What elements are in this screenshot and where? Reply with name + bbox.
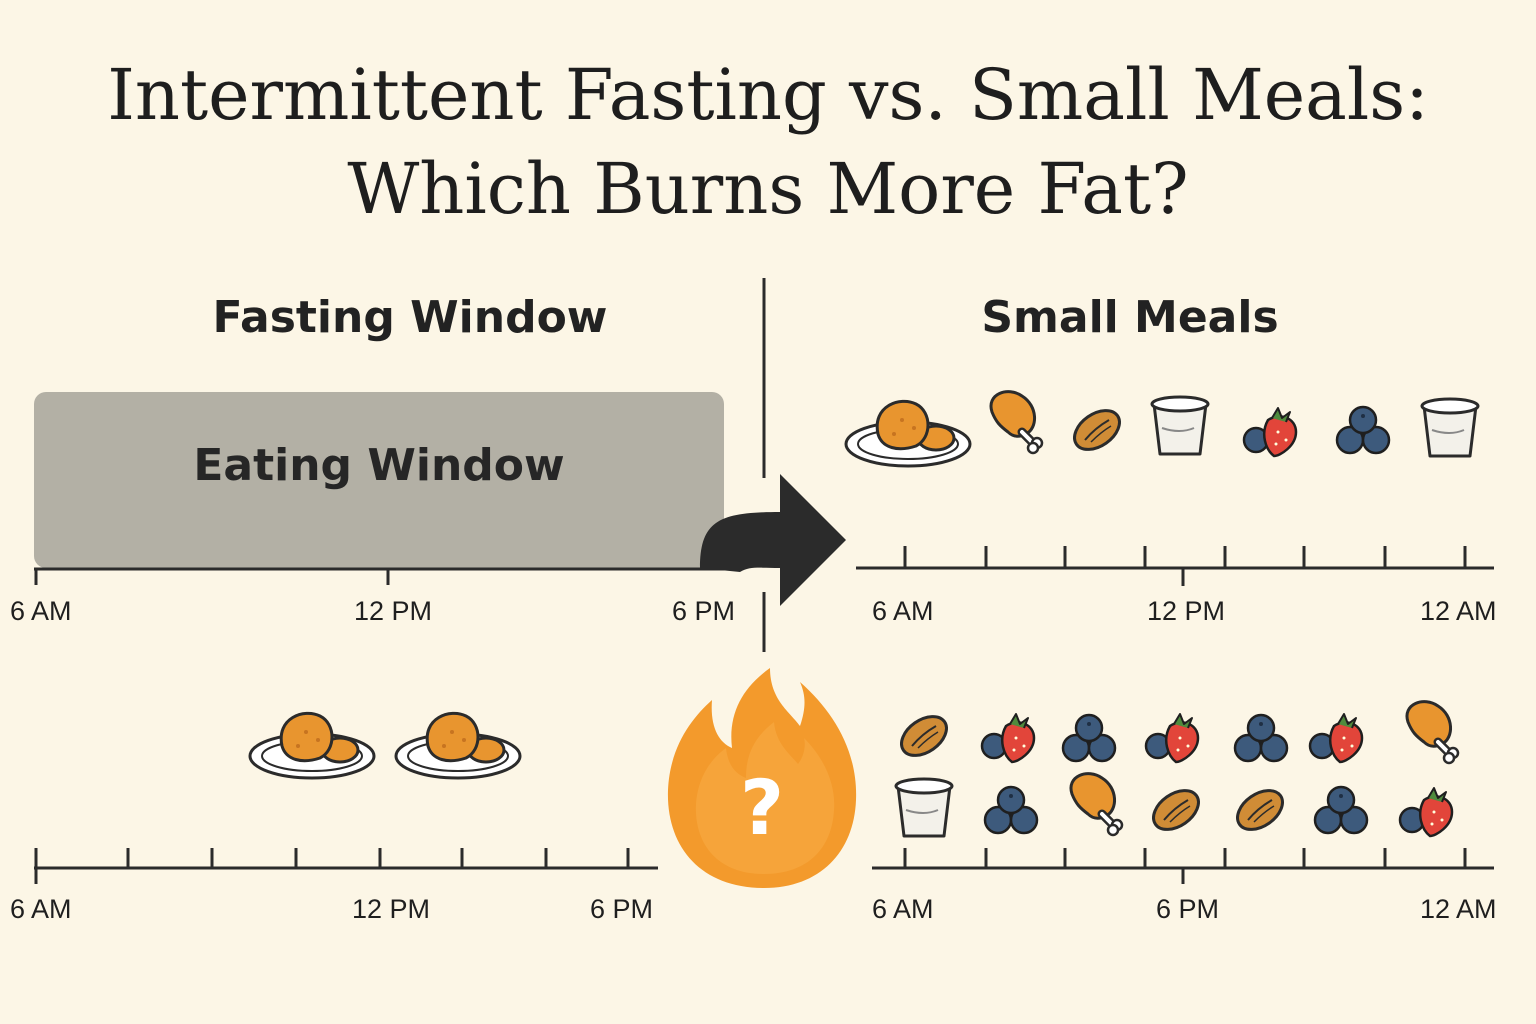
left-top-tick-label: 6 AM	[10, 596, 72, 626]
title-line-1: Intermittent Fasting vs. Small Meals:	[107, 54, 1429, 136]
transition-arrow	[700, 474, 846, 606]
almond-icon	[1065, 401, 1129, 459]
left-top-tick-label: 6 PM	[672, 596, 736, 626]
blueberries-icon	[1061, 713, 1117, 763]
berries-icon	[1308, 712, 1364, 764]
right-top-tick-label: 12 AM	[1420, 596, 1497, 626]
yogurt-cup-icon	[894, 777, 954, 838]
right-top-tick-label: 6 AM	[872, 596, 934, 626]
left-bottom-tick-label: 6 AM	[10, 894, 72, 924]
almond-icon	[1228, 781, 1292, 839]
eating-window-label: Eating Window	[193, 440, 565, 491]
chicken-plate-icon	[844, 399, 972, 468]
title-line-2: Which Burns More Fat?	[347, 148, 1189, 230]
yogurt-cup-icon	[1150, 395, 1210, 456]
drumstick-icon	[1407, 702, 1458, 763]
blueberries-icon	[1335, 405, 1391, 455]
almond-icon	[892, 707, 956, 765]
berries-icon	[1144, 712, 1200, 764]
blueberries-icon	[983, 785, 1039, 835]
fire-icon	[667, 668, 857, 888]
berries-icon	[1398, 786, 1454, 838]
left-top-tick-label: 12 PM	[354, 596, 433, 626]
left-bottom-tick-label: 12 PM	[352, 894, 431, 924]
yogurt-cup-icon	[1420, 397, 1480, 458]
berries-icon	[980, 712, 1036, 764]
right-top-tick-label: 12 PM	[1147, 596, 1226, 626]
blueberries-icon	[1313, 785, 1369, 835]
blueberries-icon	[1233, 713, 1289, 763]
fasting-window-heading: Fasting Window	[212, 292, 608, 343]
berries-icon	[1242, 406, 1298, 458]
question-mark: ?	[740, 763, 784, 852]
chicken-plate-icon	[248, 711, 376, 780]
drumstick-icon	[991, 392, 1042, 453]
right-bottom-tick-label: 6 PM	[1156, 894, 1220, 924]
almond-icon	[1144, 781, 1208, 839]
left-bottom-tick-label: 6 PM	[590, 894, 654, 924]
right-bottom-tick-label: 12 AM	[1420, 894, 1497, 924]
eating-window-bar	[34, 392, 724, 568]
page-title: Intermittent Fasting vs. Small Meals: Wh…	[0, 48, 1536, 236]
right-bottom-tick-label: 6 AM	[872, 894, 934, 924]
chicken-plate-icon	[394, 711, 522, 780]
small-meals-heading: Small Meals	[981, 292, 1279, 343]
drumstick-icon	[1071, 774, 1122, 835]
